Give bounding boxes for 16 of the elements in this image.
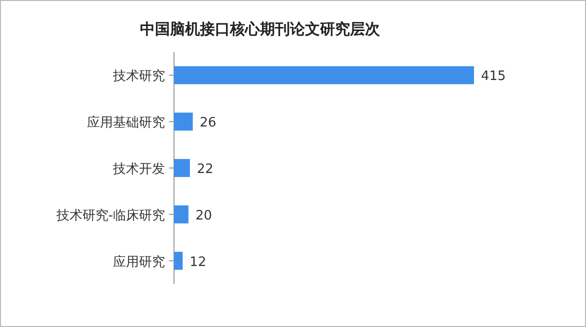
bar (174, 112, 193, 131)
y-tick-label: 技术开发 (112, 162, 165, 177)
data-label: 20 (195, 208, 212, 224)
data-label: 26 (200, 116, 216, 131)
chart-title: 中国脑机接口核心期刊论文研究层次 (140, 20, 381, 38)
data-label: 22 (196, 162, 214, 177)
bar (174, 205, 188, 224)
y-tick-label: 应用基础研究 (87, 114, 165, 131)
data-label: 12 (190, 254, 206, 270)
bar (174, 252, 183, 270)
data-label: 415 (481, 69, 506, 84)
y-tick-label: 技术研究-临床研究 (55, 208, 165, 224)
bar (174, 159, 190, 177)
y-tick-label: 应用研究 (113, 254, 165, 270)
y-tick-label: 技术研究 (112, 69, 165, 84)
bar (174, 66, 474, 84)
